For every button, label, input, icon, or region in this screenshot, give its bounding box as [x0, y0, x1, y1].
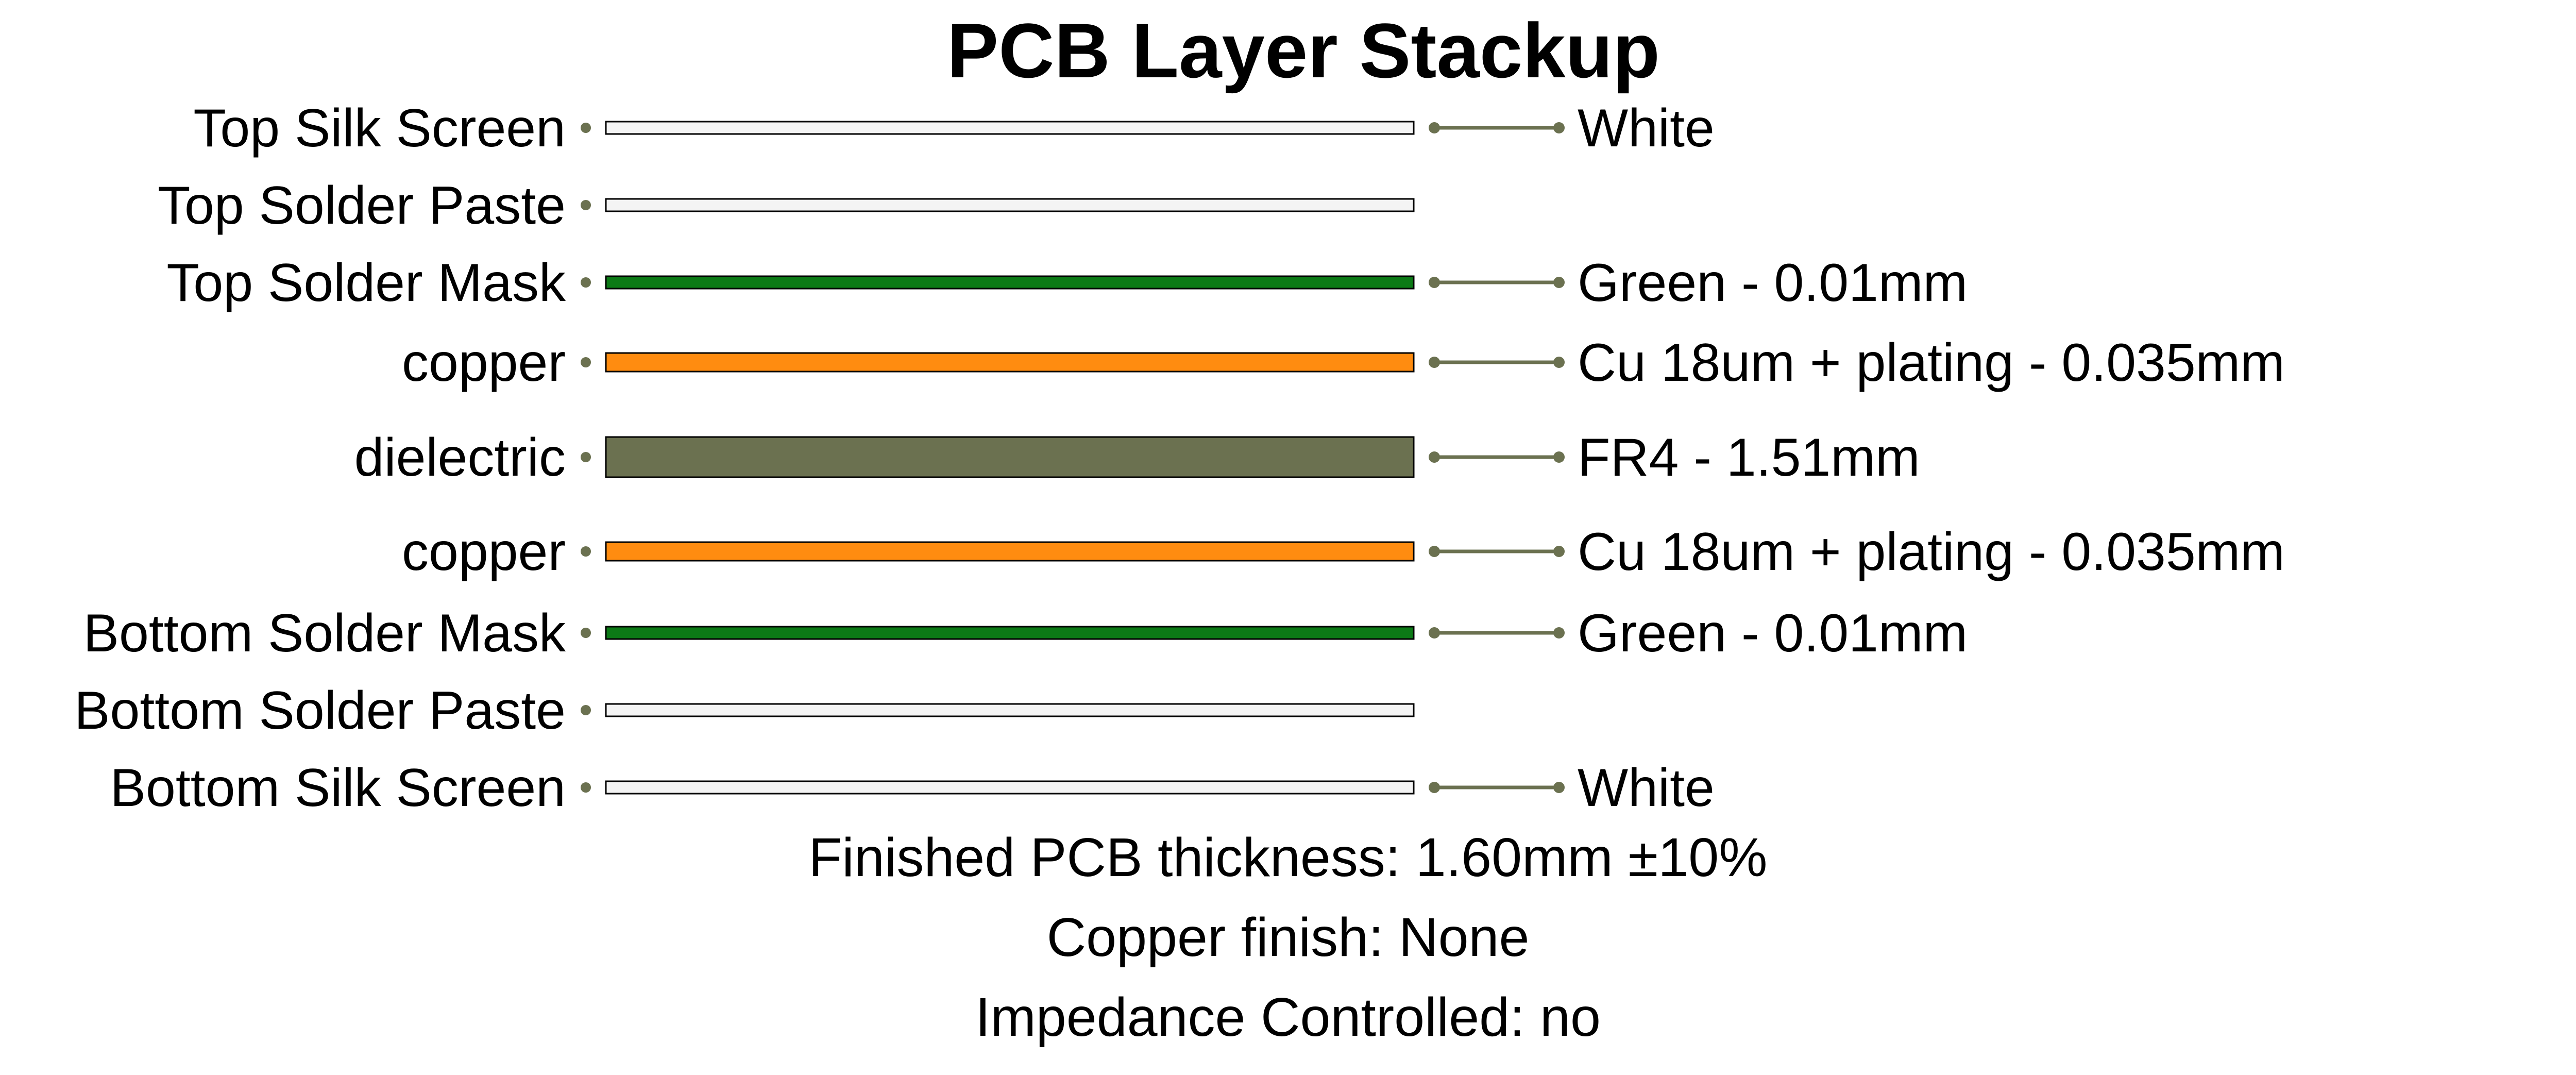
layer-name-dot	[581, 277, 591, 288]
layer-name-label: Bottom Solder Paste	[74, 681, 566, 741]
layer-callout-dot	[1553, 627, 1565, 639]
layer-callout-dot	[1553, 277, 1565, 288]
layer-name-label: copper	[402, 522, 566, 582]
copper-finish-text: Copper finish: None	[1047, 907, 1530, 968]
layer-description-label: FR4 - 1.51mm	[1578, 428, 1920, 488]
layer-callout-dot	[1429, 357, 1440, 368]
layer-bar	[605, 626, 1415, 640]
layer-name-label: dielectric	[354, 428, 566, 488]
layer-callout-dot	[1429, 451, 1440, 463]
layer-callout-dot	[1429, 782, 1440, 793]
layer-bar	[605, 780, 1415, 795]
finished-thickness-text: Finished PCB thickness: 1.60mm ±10%	[809, 827, 1768, 888]
layer-name-dot	[581, 200, 591, 210]
layer-name-label: copper	[402, 333, 566, 393]
layer-name-dot	[581, 705, 591, 715]
layer-description-label: Cu 18um + plating - 0.035mm	[1578, 333, 2285, 393]
layer-name-label: Top Solder Paste	[158, 176, 566, 236]
layer-callout-dot	[1429, 627, 1440, 639]
layer-callout-dot	[1553, 546, 1565, 557]
layer-name-dot	[581, 123, 591, 133]
layer-name-dot	[581, 452, 591, 462]
layer-callout-dot	[1429, 122, 1440, 133]
layer-row: Bottom Silk Screen White	[110, 758, 1715, 818]
layer-name-dot	[581, 546, 591, 557]
layer-name-dot	[581, 628, 591, 638]
layer-bar	[605, 436, 1415, 478]
layer-row: Bottom Solder Mask Green - 0.01mm	[83, 603, 1968, 663]
layer-name-label: Bottom Silk Screen	[110, 758, 566, 818]
layer-name-dot	[581, 782, 591, 793]
layer-name-dot	[581, 357, 591, 367]
layer-row: Top Solder Mask Green - 0.01mm	[166, 253, 1968, 313]
layer-name-label: Bottom Solder Mask	[83, 603, 566, 663]
layer-row: Top Silk Screen White	[193, 98, 1714, 158]
layer-row: copper Cu 18um + plating - 0.035mm	[402, 522, 2285, 582]
layer-row: copper Cu 18um + plating - 0.035mm	[402, 333, 2285, 393]
layer-callout-dot	[1429, 546, 1440, 557]
layer-description-label: White	[1578, 98, 1715, 158]
layer-bar	[605, 352, 1415, 373]
impedance-controlled-text: Impedance Controlled: no	[975, 987, 1601, 1048]
layer-bar	[605, 198, 1415, 212]
layer-callout-dot	[1429, 277, 1440, 288]
layer-description-label: White	[1578, 758, 1715, 818]
layer-callout-dot	[1553, 357, 1565, 368]
layer-name-label: Top Solder Mask	[166, 253, 566, 313]
layers-group: Top Silk Screen White Top Solder Paste Top …	[74, 98, 2285, 818]
layer-description-label: Cu 18um + plating - 0.035mm	[1578, 522, 2285, 582]
layer-row: Top Solder Paste	[158, 176, 1415, 236]
layer-description-label: Green - 0.01mm	[1578, 603, 1968, 663]
diagram-title: PCB Layer Stackup	[947, 7, 1660, 94]
layer-bar	[605, 703, 1415, 717]
layer-callout-dot	[1553, 122, 1565, 133]
layer-description-label: Green - 0.01mm	[1578, 253, 1968, 313]
layer-callout-dot	[1553, 782, 1565, 793]
layer-row: dielectric FR4 - 1.51mm	[354, 428, 1920, 488]
layer-bar	[605, 121, 1415, 135]
layer-bar	[605, 541, 1415, 562]
layer-name-label: Top Silk Screen	[193, 98, 566, 158]
layer-row: Bottom Solder Paste	[74, 681, 1415, 741]
layer-callout-dot	[1553, 451, 1565, 463]
layer-bar	[605, 275, 1415, 290]
